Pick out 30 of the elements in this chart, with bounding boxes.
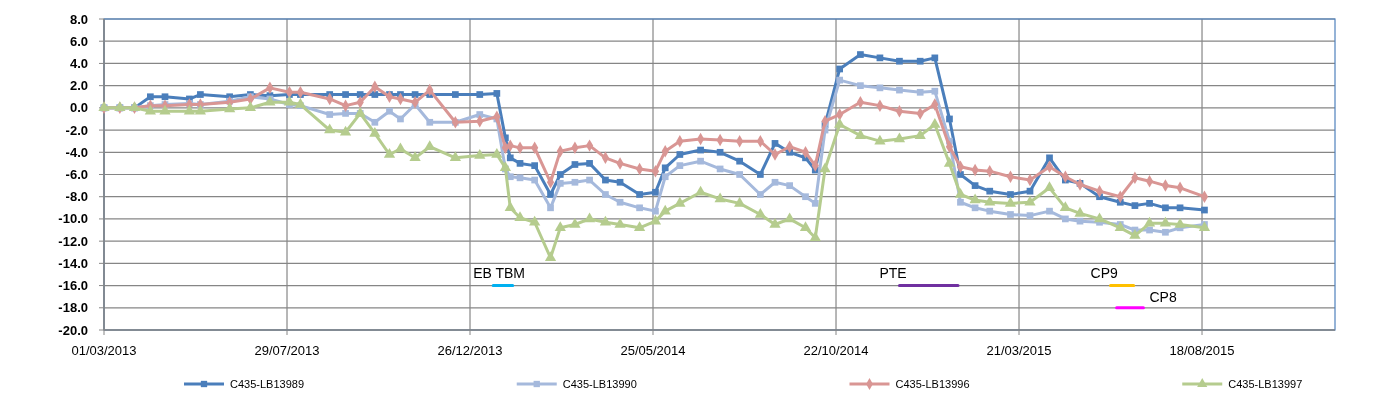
legend-label: C435-LB13996 — [895, 377, 970, 390]
legend-label: C435-LB13990 — [562, 377, 637, 390]
series-label: CP9 — [1090, 264, 1118, 281]
x-tick-label: 01/03/2013 — [71, 343, 137, 358]
x-tick-label: 26/12/2013 — [437, 343, 503, 358]
series-label: CP8 — [1149, 288, 1177, 305]
y-tick-label: -4.0 — [65, 144, 88, 160]
series-label: EB TBM — [473, 264, 526, 281]
x-tick-label: 22/10/2014 — [803, 343, 869, 358]
y-tick-label: 6.0 — [69, 33, 88, 49]
series-label: PTE — [879, 264, 907, 281]
y-tick-label: -20.0 — [58, 322, 88, 338]
y-tick-label: -16.0 — [58, 278, 88, 294]
x-tick-label: 25/05/2014 — [620, 343, 686, 358]
y-tick-label: -10.0 — [58, 211, 88, 227]
legend-label: C435-LB13989 — [230, 377, 305, 390]
y-tick-label: 2.0 — [69, 78, 88, 94]
x-tick-label: 18/08/2015 — [1169, 343, 1235, 358]
y-tick-label: -6.0 — [65, 167, 88, 183]
y-tick-label: -18.0 — [58, 300, 88, 316]
y-tick-label: 8.0 — [69, 11, 88, 27]
x-tick-label: 29/07/2013 — [254, 343, 320, 358]
y-tick-label: -2.0 — [65, 122, 88, 138]
y-tick-label: -12.0 — [58, 233, 88, 249]
y-tick-label: -14.0 — [58, 255, 88, 271]
y-tick-label: -8.0 — [65, 189, 88, 205]
y-tick-label: 0.0 — [69, 100, 88, 116]
x-tick-label: 21/03/2015 — [986, 343, 1052, 358]
y-tick-label: 4.0 — [69, 55, 88, 71]
legend-label: C435-LB13997 — [1228, 377, 1303, 390]
